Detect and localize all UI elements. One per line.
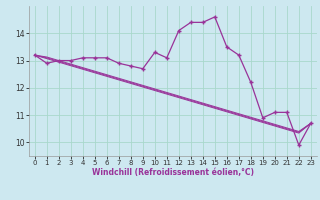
X-axis label: Windchill (Refroidissement éolien,°C): Windchill (Refroidissement éolien,°C) bbox=[92, 168, 254, 177]
